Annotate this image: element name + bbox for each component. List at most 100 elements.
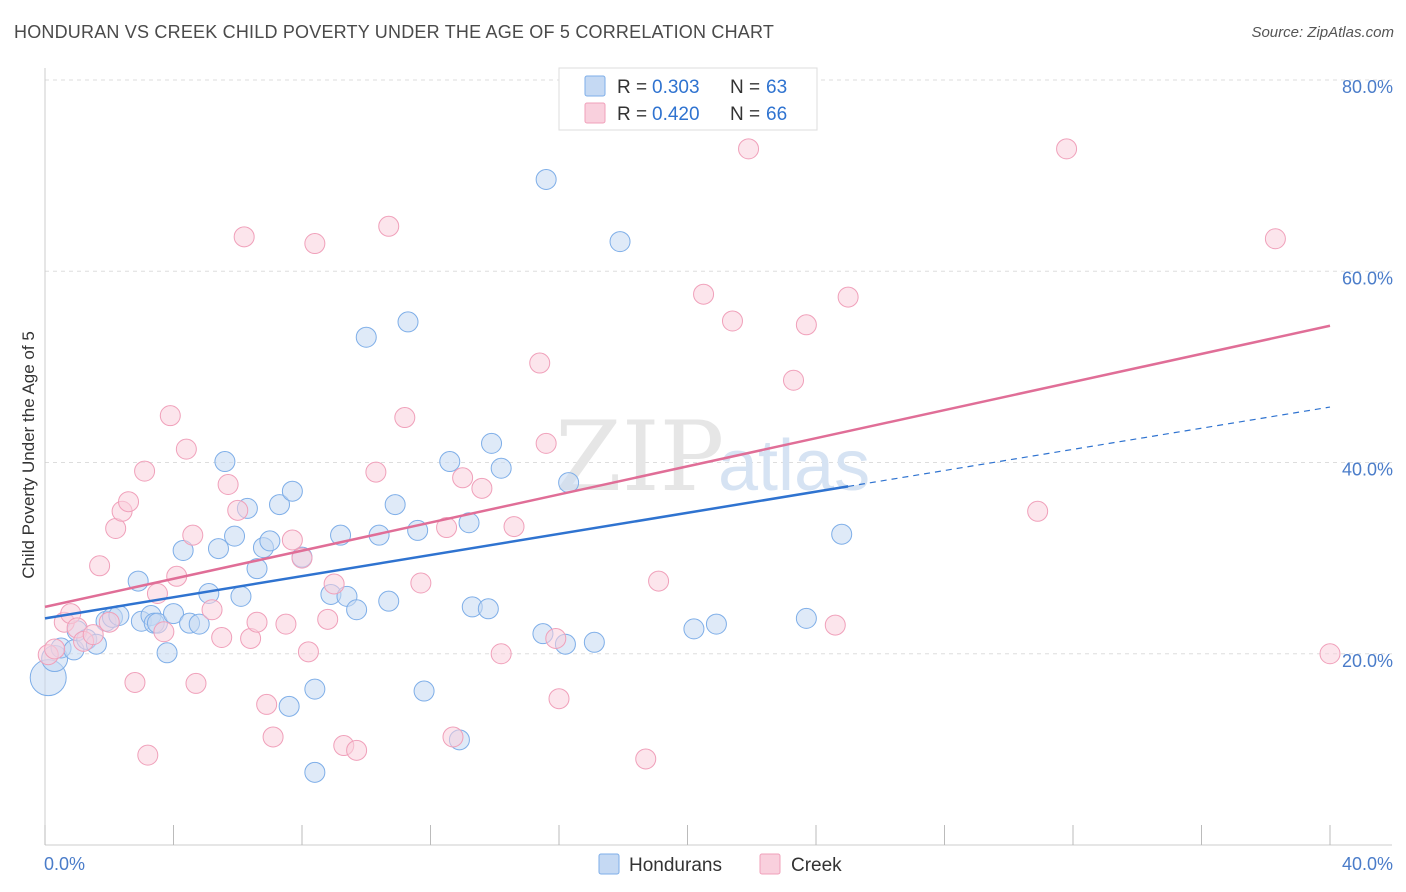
stats-r-label-creek: R = bbox=[617, 104, 647, 125]
trend-line-hondurans bbox=[44, 485, 849, 620]
data-point-creek bbox=[82, 624, 104, 646]
data-point-creek bbox=[783, 369, 805, 391]
series-legend: Hondurans Creek bbox=[598, 853, 842, 876]
data-point-creek bbox=[159, 405, 181, 427]
data-point-creek bbox=[137, 744, 159, 766]
chart-title: HONDURAN VS CREEK CHILD POVERTY UNDER TH… bbox=[14, 22, 775, 42]
data-point-hondurans bbox=[477, 598, 499, 620]
data-point-hondurans bbox=[246, 558, 268, 580]
data-point-hondurans bbox=[304, 761, 326, 783]
stats-n-value-hondurans: 63 bbox=[766, 77, 787, 98]
data-point-creek bbox=[824, 614, 846, 636]
stats-swatch-creek bbox=[584, 102, 606, 124]
data-point-creek bbox=[365, 461, 387, 483]
data-point-hondurans bbox=[156, 642, 178, 664]
trend-extension-hondurans bbox=[848, 406, 1331, 487]
data-point-creek bbox=[201, 599, 223, 621]
data-point-hondurans bbox=[281, 480, 303, 502]
tick-labels: 20.0% 40.0% 60.0% 80.0% 0.0% 40.0% bbox=[44, 77, 1393, 874]
data-point-creek bbox=[89, 555, 111, 577]
data-point-creek bbox=[275, 613, 297, 635]
data-point-hondurans bbox=[458, 512, 480, 534]
data-point-creek bbox=[118, 491, 140, 513]
data-point-creek bbox=[837, 286, 859, 308]
data-point-creek bbox=[721, 310, 743, 332]
data-point-creek bbox=[394, 407, 416, 429]
data-point-hondurans bbox=[583, 631, 605, 653]
stats-r-value-hondurans: 0.303 bbox=[652, 77, 700, 98]
stats-n-label-hondurans: N = bbox=[730, 77, 760, 98]
x-tick-label: 0.0% bbox=[44, 854, 85, 874]
data-point-hondurans bbox=[230, 585, 252, 607]
data-point-creek bbox=[262, 726, 284, 748]
y-tick-label: 80.0% bbox=[1342, 77, 1393, 97]
data-point-creek bbox=[452, 467, 474, 489]
data-point-hondurans bbox=[490, 457, 512, 479]
data-point-creek bbox=[693, 283, 715, 305]
data-point-creek bbox=[548, 688, 570, 710]
data-point-hondurans bbox=[224, 525, 246, 547]
data-point-creek bbox=[378, 215, 400, 237]
source-credit: Source: ZipAtlas.com bbox=[1251, 24, 1394, 41]
data-point-creek bbox=[529, 352, 551, 374]
data-point-creek bbox=[410, 572, 432, 594]
data-point-hondurans bbox=[188, 613, 210, 635]
data-point-hondurans bbox=[795, 607, 817, 629]
data-point-creek bbox=[98, 611, 120, 633]
y-tick-label: 20.0% bbox=[1342, 651, 1393, 671]
data-point-creek bbox=[153, 621, 175, 643]
y-tick-label: 40.0% bbox=[1342, 460, 1393, 480]
data-point-creek bbox=[436, 517, 458, 539]
data-point-creek bbox=[297, 641, 319, 663]
stats-n-label-creek: N = bbox=[730, 104, 760, 125]
data-point-creek bbox=[304, 233, 326, 255]
legend-label-hondurans: Hondurans bbox=[629, 855, 722, 876]
axes bbox=[44, 68, 1392, 846]
stats-legend: R = 0.303 N = 63 R = 0.420 N = 66 bbox=[558, 67, 818, 131]
stats-n-value-creek: 66 bbox=[766, 104, 787, 125]
data-point-hondurans bbox=[413, 680, 435, 702]
data-point-hondurans bbox=[535, 168, 557, 190]
data-point-hondurans bbox=[683, 618, 705, 640]
data-point-hondurans bbox=[397, 311, 419, 333]
data-point-creek bbox=[648, 570, 670, 592]
data-point-creek bbox=[1319, 643, 1341, 665]
data-point-hondurans bbox=[172, 539, 194, 561]
data-point-creek bbox=[1264, 228, 1286, 250]
stats-r-label-hondurans: R = bbox=[617, 77, 647, 98]
data-point-hondurans bbox=[481, 432, 503, 454]
data-point-creek bbox=[182, 524, 204, 546]
watermark-zip: ZIP bbox=[555, 401, 724, 513]
data-point-creek bbox=[795, 314, 817, 336]
data-point-creek bbox=[134, 460, 156, 482]
data-point-creek bbox=[175, 438, 197, 460]
data-point-hondurans bbox=[207, 538, 229, 560]
data-point-creek bbox=[211, 626, 233, 648]
data-point-creek bbox=[1027, 500, 1049, 522]
legend-label-creek: Creek bbox=[791, 855, 842, 876]
data-point-creek bbox=[545, 627, 567, 649]
data-point-creek bbox=[738, 138, 760, 160]
series-creek bbox=[37, 138, 1341, 770]
data-point-creek bbox=[490, 643, 512, 665]
data-point-hondurans bbox=[609, 231, 631, 253]
legend-swatch-creek bbox=[759, 853, 781, 875]
stats-swatch-hondurans bbox=[584, 75, 606, 97]
data-point-creek bbox=[281, 529, 303, 551]
data-point-hondurans bbox=[831, 523, 853, 545]
data-point-hondurans bbox=[378, 590, 400, 612]
data-point-hondurans bbox=[346, 599, 368, 621]
y-axis-title: Child Poverty Under the Age of 5 bbox=[19, 331, 38, 579]
data-point-creek bbox=[256, 693, 278, 715]
data-point-creek bbox=[471, 477, 493, 499]
data-point-creek bbox=[291, 547, 313, 569]
data-point-creek bbox=[246, 611, 268, 633]
data-point-creek bbox=[323, 573, 345, 595]
stats-r-value-creek: 0.420 bbox=[652, 104, 700, 125]
data-point-creek bbox=[217, 473, 239, 495]
watermark: ZIP atlas bbox=[555, 401, 870, 513]
data-point-creek bbox=[124, 671, 146, 693]
data-point-hondurans bbox=[214, 451, 236, 473]
data-point-hondurans bbox=[439, 451, 461, 473]
data-point-creek bbox=[635, 748, 657, 770]
